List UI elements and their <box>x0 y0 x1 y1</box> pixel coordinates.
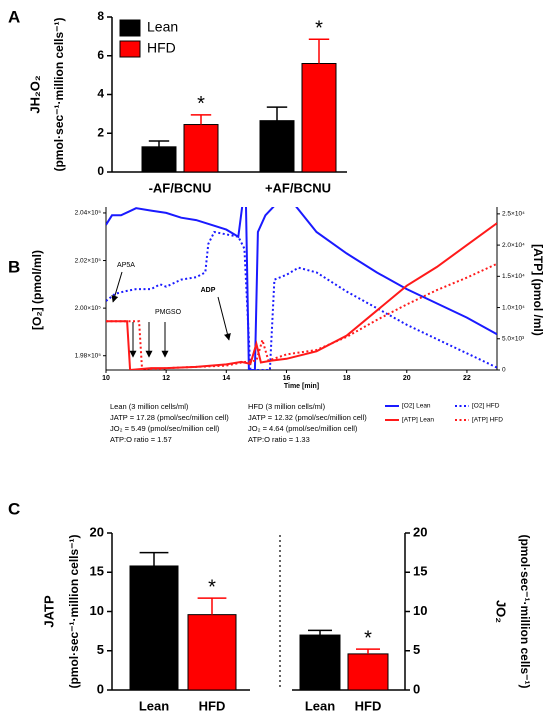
legend-swatch <box>119 19 141 37</box>
legend-label: [ATP] Lean <box>402 417 434 424</box>
x-tick-label: 10 <box>102 375 110 382</box>
y-tick-label: 10 <box>90 603 104 618</box>
data-line <box>106 230 497 370</box>
y-tick-label: 6 <box>97 48 104 62</box>
y-axis-unit: (pmol·sec⁻¹·million cells⁻¹) <box>518 534 532 688</box>
note: Lean (3 million cells/ml) <box>110 402 189 411</box>
y-tick-label: 5 <box>413 642 420 657</box>
y-tick-label: 15 <box>90 564 104 579</box>
y-axis-unit: (pmol·sec⁻¹·million cells⁻¹) <box>52 17 66 171</box>
note: JATP = 12.32 (pmol/sec/million cell) <box>248 413 367 422</box>
note: ATP:O ratio = 1.57 <box>110 435 172 444</box>
y2-tick-label: 1.0×10⁴ <box>502 304 525 311</box>
y2-tick-label: 0 <box>502 367 506 374</box>
x-tick-label: Lean <box>305 698 335 713</box>
bar <box>301 63 337 173</box>
y-tick-label: 20 <box>90 524 104 539</box>
x-tick-label: +AF/BCNU <box>265 180 331 195</box>
annotation: PMGSO <box>155 309 182 316</box>
legend-label: [O2] Lean <box>402 403 431 410</box>
bar <box>129 565 179 691</box>
note: JO₂ = 4.64 (pmol/sec/million cell) <box>248 424 358 433</box>
y-tick-label: 15 <box>413 564 427 579</box>
panel-label: A <box>8 7 20 26</box>
y-tick-label: 2.04×10⁵ <box>75 210 102 217</box>
x-tick-label: 18 <box>343 375 351 382</box>
legend-label: HFD <box>147 40 176 56</box>
y-tick-label: 5 <box>97 642 104 657</box>
significance: * <box>364 627 372 649</box>
y-tick-label: 8 <box>97 9 104 23</box>
y-tick-label: 0 <box>97 681 104 696</box>
y2-tick-label: 2.5×10⁴ <box>502 211 525 218</box>
y2-axis-label: [ATP] (pmol /ml) <box>531 244 545 336</box>
arrow <box>111 271 123 303</box>
y-tick-label: 4 <box>97 87 104 101</box>
x-tick-label: 22 <box>463 375 471 382</box>
y-tick-label: 2.02×10⁵ <box>75 257 102 264</box>
note: JATP = 17.28 (pmol/sec/million cell) <box>110 413 229 422</box>
x-tick-label: 16 <box>283 375 291 382</box>
y-tick-label: 2 <box>97 125 104 139</box>
significance: * <box>208 576 216 598</box>
y2-tick-label: 5.0×10³ <box>502 335 525 342</box>
bar <box>259 120 295 173</box>
bar <box>183 124 219 173</box>
data-line <box>106 207 497 370</box>
legend-label: [ATP] HFD <box>472 417 503 424</box>
y2-tick-label: 1.5×10⁴ <box>502 273 525 280</box>
y-axis-label: [O₂] (pmol/ml) <box>30 250 44 330</box>
x-tick-label: HFD <box>199 698 226 713</box>
note: HFD (3 million cells/ml) <box>248 402 326 411</box>
note: JO₂ = 5.49 (pmol/sec/million cell) <box>110 424 220 433</box>
legend-swatch <box>119 40 141 58</box>
note: ATP:O ratio = 1.33 <box>248 435 310 444</box>
y-tick-label: 2.00×10⁵ <box>75 305 102 312</box>
y-tick-label: 1.98×10⁵ <box>75 352 102 359</box>
plot-area <box>106 207 497 370</box>
x-tick-label: 20 <box>403 375 411 382</box>
panel-label: C <box>8 499 20 518</box>
panel-label: B <box>8 257 20 276</box>
y2-tick-label: 2.0×10⁴ <box>502 242 525 249</box>
significance: * <box>197 93 205 115</box>
bar <box>187 614 237 691</box>
legend-label: Lean <box>147 19 178 35</box>
data-line <box>106 222 497 370</box>
x-tick-label: HFD <box>355 698 382 713</box>
bar <box>141 146 177 173</box>
x-tick-label: 12 <box>162 375 170 382</box>
y-axis-label: JATP <box>41 595 56 628</box>
y-tick-label: 0 <box>413 681 420 696</box>
annotation: AP5A <box>117 262 135 269</box>
y-tick-label: 0 <box>97 164 104 178</box>
y-tick-label: 20 <box>413 524 427 539</box>
x-axis-label: Time [min] <box>284 383 319 390</box>
bar <box>299 634 341 691</box>
y-axis-unit: (pmol·sec⁻¹·million cells⁻¹) <box>67 534 81 688</box>
x-tick-label: -AF/BCNU <box>149 180 212 195</box>
bar <box>347 653 389 691</box>
significance: * <box>315 18 323 40</box>
annotation: ADP <box>201 287 216 294</box>
y-tick-label: 10 <box>413 603 427 618</box>
y-axis-label: JH₂O₂ <box>27 75 42 114</box>
x-tick-label: Lean <box>139 698 169 713</box>
arrow <box>217 296 231 341</box>
x-tick-label: 14 <box>222 375 230 382</box>
y-axis-label: JO₂ <box>494 600 509 623</box>
legend-label: [O2] HFD <box>472 403 500 410</box>
